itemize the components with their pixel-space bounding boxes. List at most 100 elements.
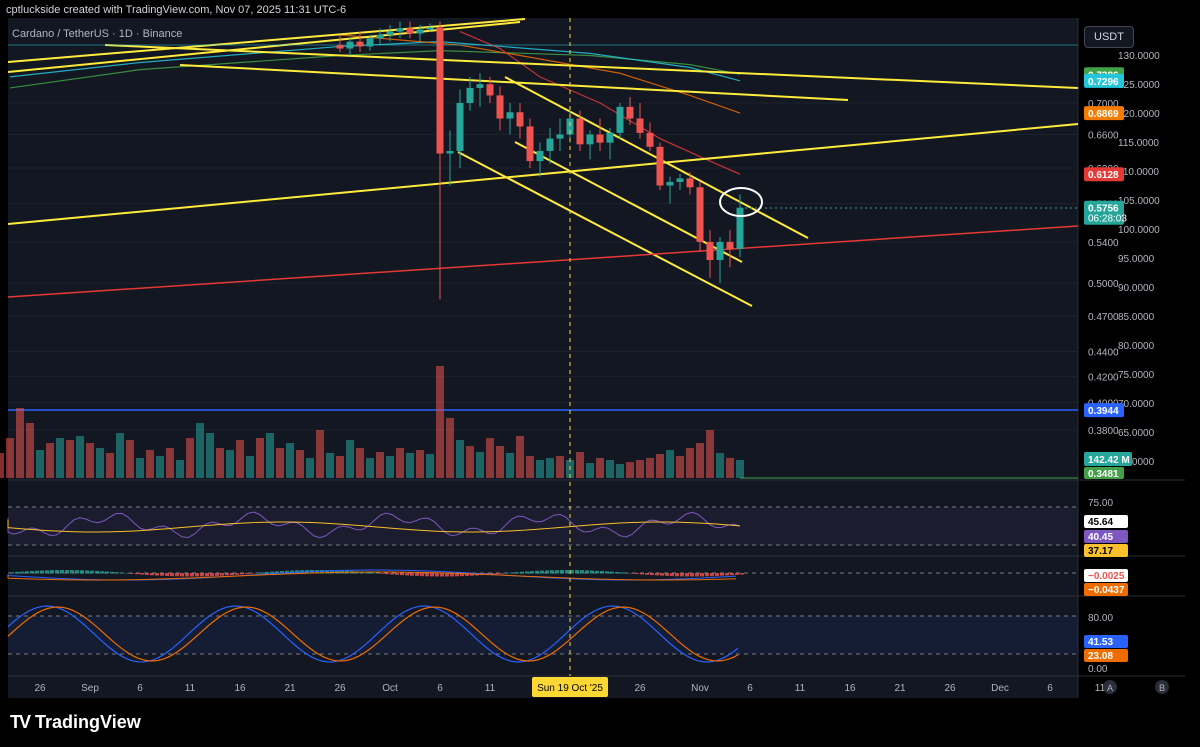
volume-label: 142.42 M — [1088, 455, 1130, 466]
candle — [446, 130, 454, 186]
time-tick: 11 — [185, 683, 196, 694]
macd-hist-bar — [280, 571, 284, 574]
scale-button-B[interactable] — [1155, 680, 1169, 694]
macd-hist-bar — [390, 573, 394, 575]
macd-hist-bar — [80, 570, 84, 574]
volume-bars — [0, 366, 744, 478]
macd-hist-bar — [665, 573, 669, 576]
volume-bar — [226, 450, 234, 478]
candle-body — [336, 45, 344, 49]
candle-body — [486, 84, 494, 96]
brand-name: TradingView — [35, 712, 141, 732]
highlight-circle — [719, 187, 763, 217]
macd-hist-bar — [360, 571, 364, 574]
candle-body — [426, 27, 434, 30]
candle-body — [556, 134, 564, 139]
macd-hist-bar — [90, 570, 94, 574]
time-tick: 21 — [894, 683, 906, 694]
volume-bar — [106, 453, 114, 478]
candle — [366, 34, 374, 51]
macd-hist-bar — [465, 573, 469, 576]
time-tick: 26 — [944, 683, 956, 694]
macd-hist-bar — [115, 572, 119, 574]
time-tick: 11 — [795, 683, 806, 694]
candle-body — [656, 146, 664, 186]
macd-hist-bar — [130, 573, 134, 574]
price-label: 0.7296 — [1088, 77, 1119, 88]
macd-hist-bar — [570, 570, 574, 574]
volume-bar — [166, 448, 174, 478]
volume-bar — [96, 448, 104, 478]
macd-hist-bar — [400, 573, 404, 576]
macd-hist-bar — [590, 570, 594, 574]
macd-hist-bar — [290, 570, 294, 574]
volume-bar — [506, 453, 514, 478]
macd-hist-bar — [690, 573, 694, 577]
scale-button-A[interactable] — [1103, 680, 1117, 694]
volume-bar — [686, 448, 694, 478]
volume-bar — [616, 464, 624, 478]
candle — [476, 73, 484, 107]
candle — [686, 172, 694, 195]
macd-hist-bar — [140, 573, 144, 575]
volume-bar — [666, 450, 674, 478]
macd-hist-bar — [245, 573, 249, 574]
time-tick: Oct — [382, 683, 398, 694]
candle-body — [626, 106, 634, 119]
candle-body — [456, 103, 464, 151]
price-label: 0.6869 — [1088, 109, 1119, 120]
macd-hist-bar — [580, 570, 584, 574]
time-tick: Nov — [691, 683, 709, 694]
price-tick: 0.6600 — [1088, 130, 1119, 141]
trend-upper-2 — [104, 44, 1079, 89]
macd-hist-bar — [260, 572, 264, 574]
volume-bar — [706, 430, 714, 478]
macd-hist-bar — [555, 570, 559, 574]
time-tick: 6 — [1047, 683, 1053, 694]
time-tick: 21 — [284, 683, 296, 694]
candle-body — [736, 207, 744, 249]
scale-button-label: B — [1159, 683, 1165, 693]
candle — [556, 118, 564, 151]
secondary-tick: 75.0000 — [1118, 370, 1155, 381]
trend-rising — [7, 123, 1079, 225]
macd-hist-bar — [40, 570, 44, 574]
macd-hist-bar — [710, 573, 714, 577]
macd-hist-bar — [510, 572, 514, 574]
volume-bar — [176, 460, 184, 478]
candle — [626, 96, 634, 125]
macd-hist-bar — [50, 570, 54, 574]
macd-hist-bar — [625, 572, 629, 574]
rsi-ma-line — [7, 520, 741, 533]
candle — [546, 128, 554, 164]
macd-hist-bar — [215, 573, 219, 576]
macd-hist-bar — [275, 571, 279, 574]
volume-bar — [446, 418, 454, 478]
candle-body — [436, 27, 444, 154]
macd-hist-bar — [645, 573, 649, 575]
price-label: 0.3944 — [1088, 406, 1119, 417]
stoch-tick: 80.00 — [1088, 613, 1113, 624]
secondary-tick: 110.0000 — [1118, 167, 1159, 178]
price-tick: 0.3800 — [1088, 426, 1119, 437]
volume-bar — [366, 458, 374, 478]
currency-button[interactable]: USDT — [1084, 26, 1134, 48]
price-label-box — [1084, 200, 1124, 225]
candle-body — [566, 118, 574, 135]
time-tick: 26 — [634, 683, 646, 694]
volume-bar — [266, 433, 274, 478]
macd-hist-bar — [635, 573, 639, 574]
macd-hist-bar — [655, 573, 659, 576]
scale-button-label: A — [1107, 683, 1113, 693]
macd-label: −0.0025 — [1088, 571, 1125, 582]
volume-bar — [406, 453, 414, 478]
candle — [406, 21, 414, 39]
channel-lower — [457, 151, 753, 307]
candle — [656, 142, 664, 190]
price-label-box — [1084, 167, 1124, 182]
macd-hist-bar — [20, 571, 24, 574]
volume-bar — [596, 458, 604, 478]
time-tick: 6 — [437, 683, 443, 694]
volume-bar — [126, 440, 134, 478]
macd-hist-bar — [60, 570, 64, 574]
